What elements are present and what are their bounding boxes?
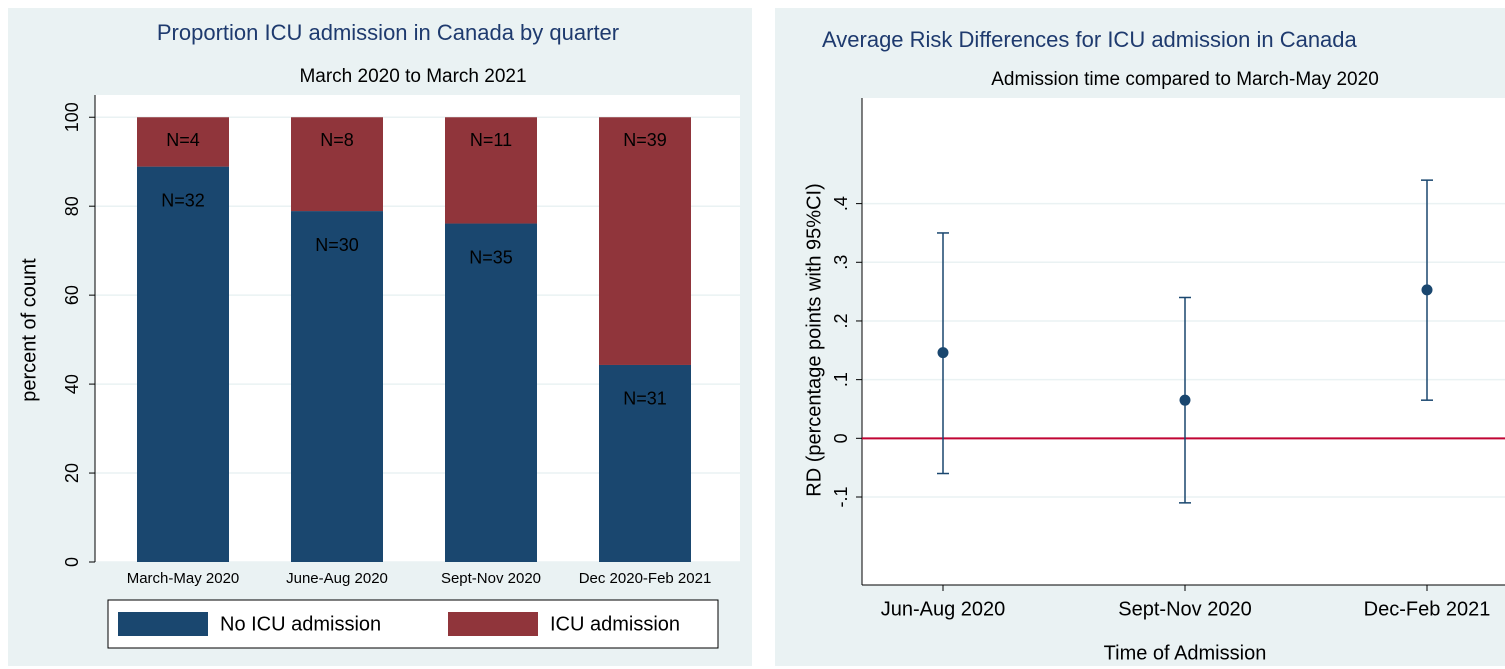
bar-label: N=11 bbox=[470, 130, 512, 150]
bar-segment bbox=[291, 211, 383, 562]
y-tick-label: 40 bbox=[62, 374, 82, 394]
x-tick-label: Sept-Nov 2020 bbox=[441, 570, 541, 587]
y-axis-label: RD (percentage points with 95%CI) bbox=[803, 183, 825, 496]
bar-segment bbox=[599, 364, 691, 562]
x-tick-label: June-Aug 2020 bbox=[286, 570, 388, 587]
bar-label: N=8 bbox=[320, 130, 354, 150]
chart-title: Proportion ICU admission in Canada by qu… bbox=[157, 20, 619, 45]
legend-label: No ICU admission bbox=[220, 613, 381, 635]
bar-segment bbox=[599, 117, 691, 365]
legend-swatch bbox=[118, 612, 208, 636]
bar-label: N=35 bbox=[469, 247, 513, 267]
x-axis-label: Time of Admission bbox=[1104, 642, 1267, 664]
x-tick-label: Jun-Aug 2020 bbox=[881, 598, 1006, 620]
bar-label: N=39 bbox=[623, 130, 667, 150]
chart-subtitle: March 2020 to March 2021 bbox=[299, 66, 526, 87]
bar-segment bbox=[445, 223, 537, 562]
bar-segment bbox=[137, 166, 229, 562]
plot-area bbox=[862, 98, 1505, 585]
legend-label: ICU admission bbox=[550, 613, 680, 635]
point bbox=[1421, 284, 1433, 296]
bar-label: N=32 bbox=[161, 190, 205, 210]
x-tick-label: Dec 2020-Feb 2021 bbox=[579, 570, 712, 587]
y-tick-label: 80 bbox=[62, 196, 82, 216]
y-tick-label: 0 bbox=[62, 557, 82, 567]
chart-subtitle: Admission time compared to March-May 202… bbox=[991, 69, 1379, 90]
y-tick-label: 100 bbox=[62, 102, 82, 132]
y-tick-label: 20 bbox=[62, 463, 82, 483]
bar-segment bbox=[291, 117, 383, 212]
x-tick-label: Dec-Feb 2021 bbox=[1364, 598, 1491, 620]
y-axis-label: percent of count bbox=[18, 258, 40, 402]
point bbox=[937, 347, 949, 359]
y-tick-label: .1 bbox=[831, 372, 851, 387]
bar-label: N=4 bbox=[166, 130, 200, 150]
legend-box bbox=[107, 599, 719, 649]
bar-segment bbox=[445, 117, 537, 224]
y-tick-label: 60 bbox=[62, 285, 82, 305]
x-tick-label: Sept-Nov 2020 bbox=[1118, 598, 1251, 620]
bar-segment bbox=[137, 117, 229, 167]
x-tick-label: March-May 2020 bbox=[127, 570, 240, 587]
chart-title: Average Risk Differences for ICU admissi… bbox=[822, 27, 1358, 52]
point bbox=[1179, 394, 1191, 406]
y-tick-label: .3 bbox=[831, 255, 851, 270]
y-tick-label: -.1 bbox=[831, 486, 851, 507]
y-tick-label: .2 bbox=[831, 313, 851, 328]
y-tick-label: .4 bbox=[831, 196, 851, 211]
bar-label: N=31 bbox=[623, 389, 667, 409]
y-tick-label: 0 bbox=[831, 433, 851, 443]
bar-label: N=30 bbox=[315, 235, 359, 255]
legend-swatch bbox=[448, 612, 538, 636]
